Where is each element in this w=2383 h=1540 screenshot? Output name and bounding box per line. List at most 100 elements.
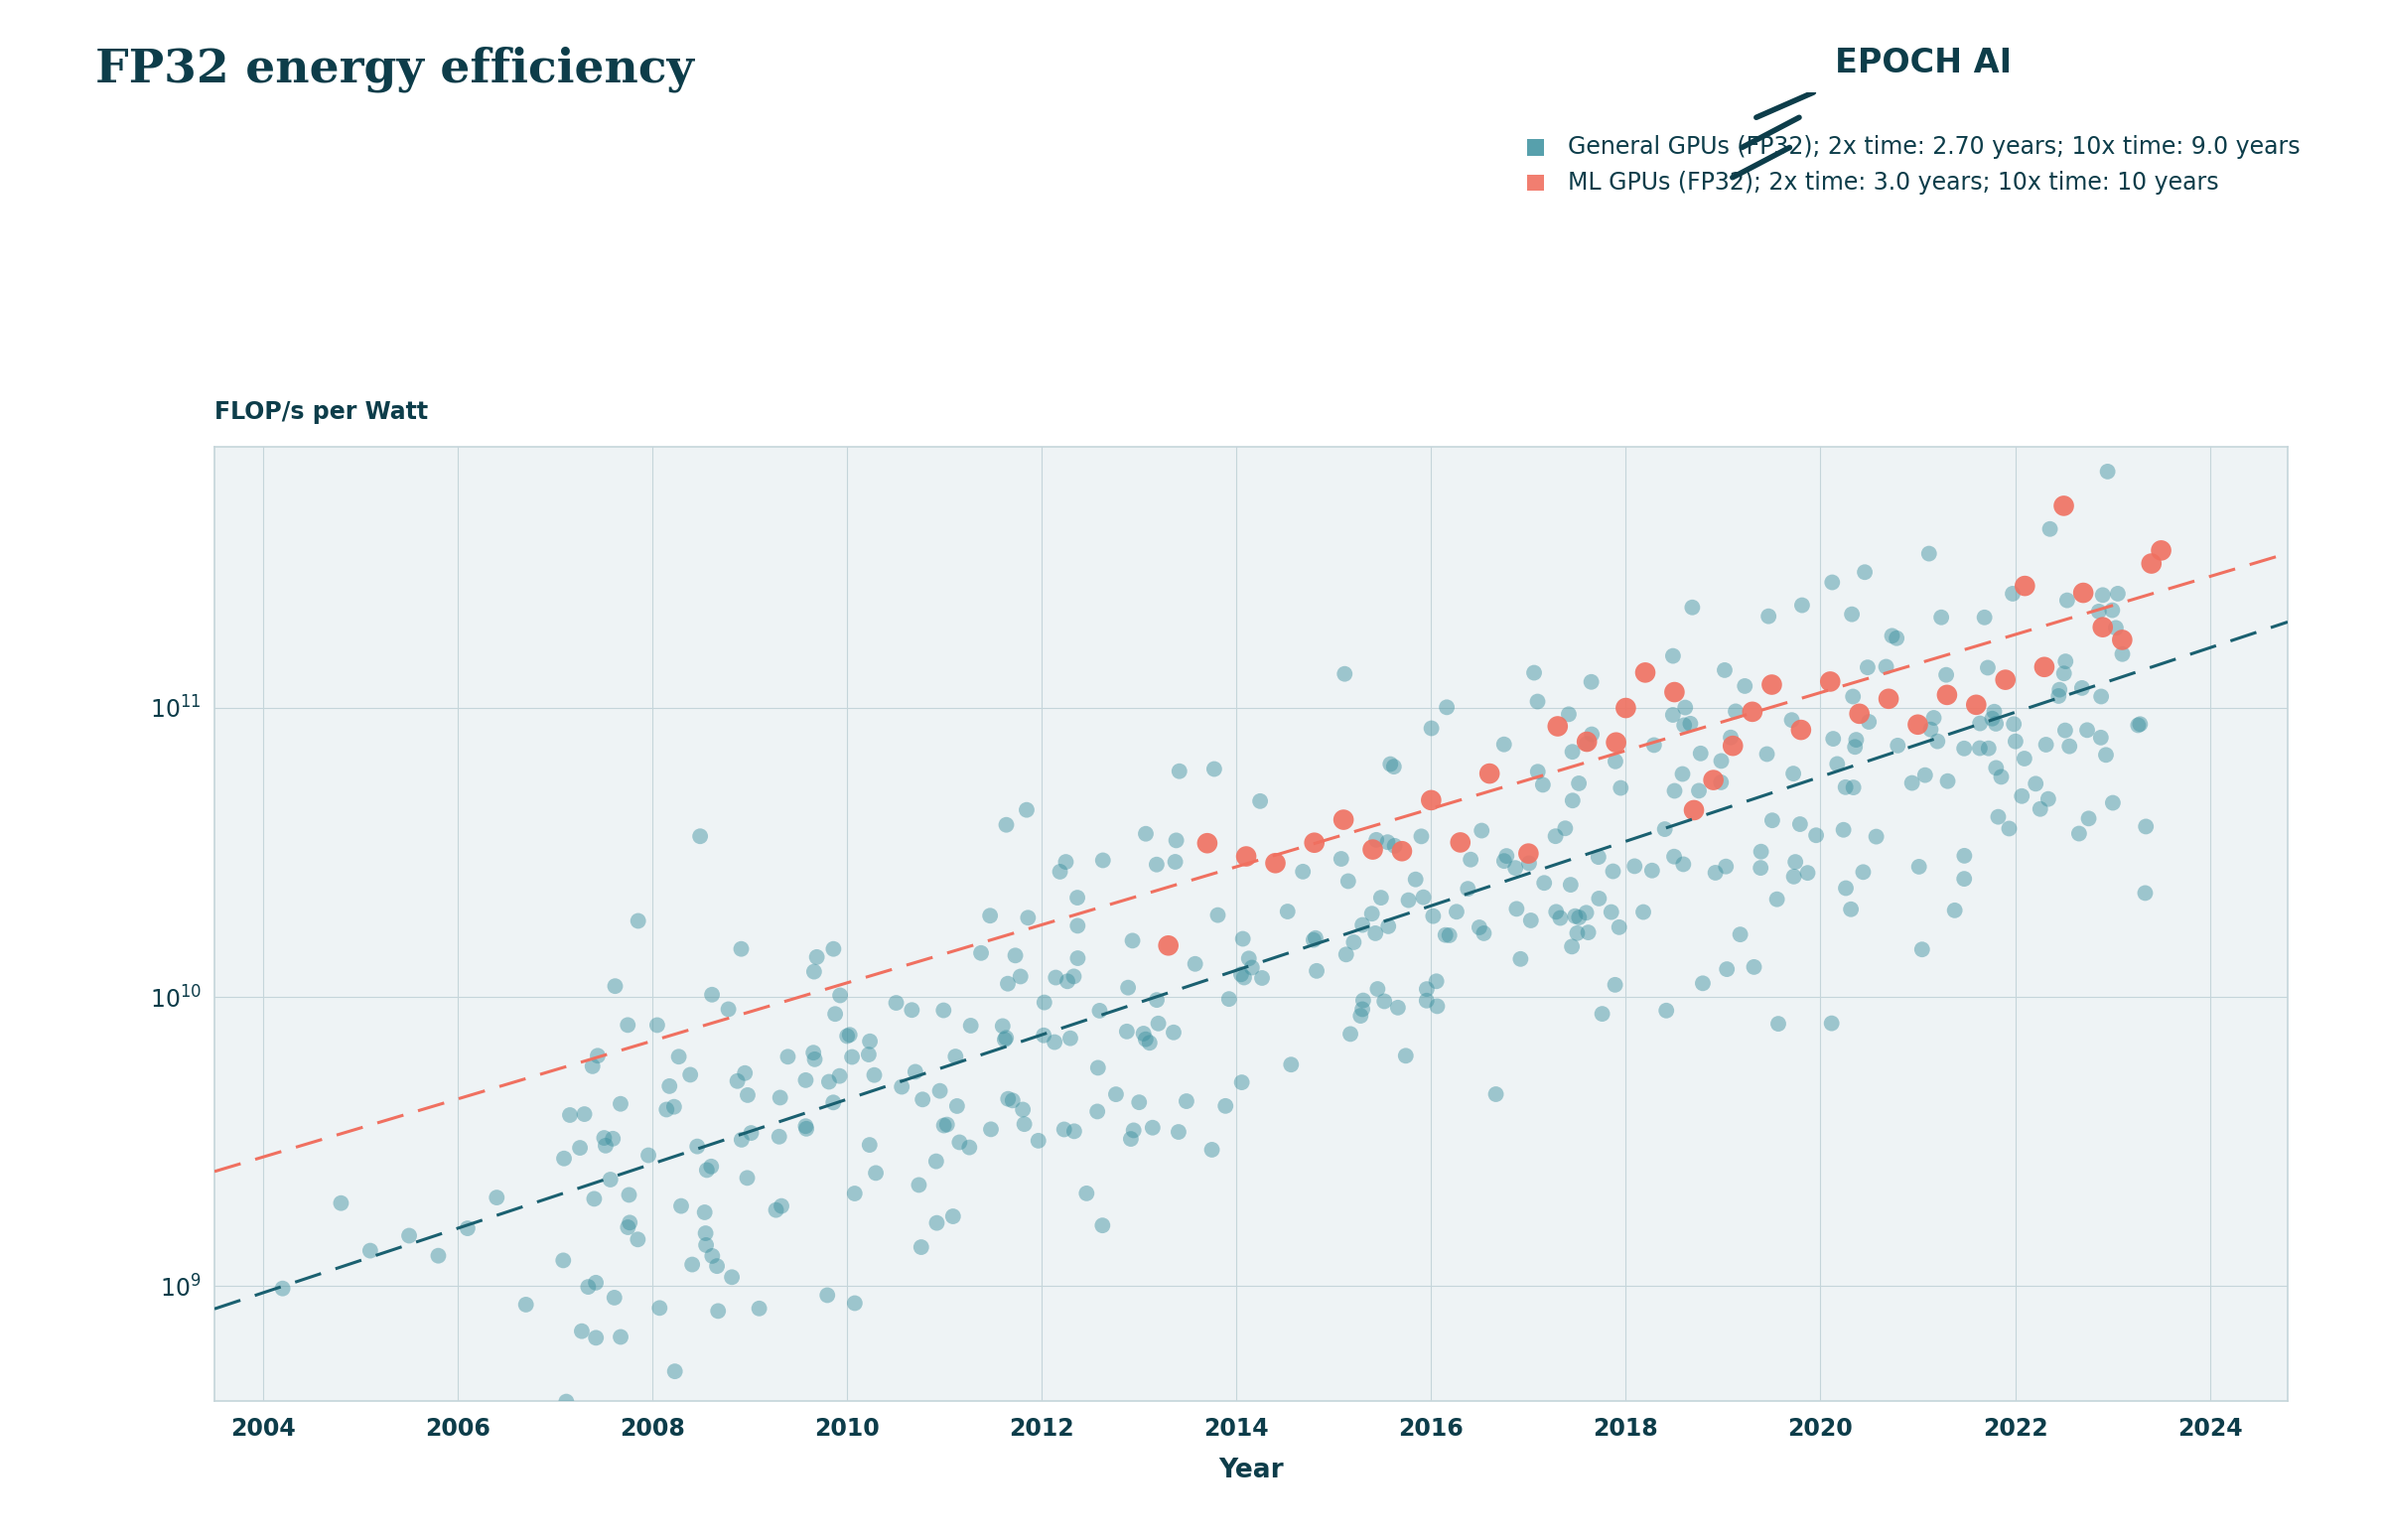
Point bbox=[1108, 1019, 1146, 1044]
Point bbox=[1079, 1055, 1118, 1080]
Point bbox=[2142, 537, 2180, 562]
Point bbox=[882, 1075, 920, 1100]
Point bbox=[794, 1041, 832, 1066]
Point bbox=[1694, 768, 1732, 793]
Point bbox=[1561, 772, 1599, 796]
Point bbox=[2088, 459, 2126, 484]
Point bbox=[1161, 759, 1199, 784]
Point bbox=[620, 909, 658, 933]
Point bbox=[1113, 929, 1151, 953]
Point bbox=[1568, 919, 1606, 944]
Point bbox=[1084, 849, 1122, 873]
Point bbox=[1968, 736, 2006, 761]
Point bbox=[1025, 990, 1063, 1015]
Point bbox=[1995, 582, 2033, 607]
Point bbox=[1904, 938, 1942, 962]
Point bbox=[1670, 711, 1709, 736]
Point bbox=[1056, 1120, 1094, 1144]
Point bbox=[548, 1389, 586, 1414]
Point bbox=[786, 1113, 825, 1138]
Point bbox=[1206, 1093, 1244, 1118]
Point bbox=[1354, 838, 1392, 862]
Point bbox=[1928, 662, 1966, 687]
Point bbox=[1134, 1115, 1172, 1140]
Point bbox=[586, 1126, 624, 1150]
Point bbox=[691, 1153, 729, 1178]
Point bbox=[1878, 625, 1916, 650]
Point bbox=[543, 1247, 581, 1272]
Point bbox=[996, 942, 1034, 967]
Point bbox=[836, 1291, 875, 1315]
Point bbox=[1654, 644, 1692, 668]
Point bbox=[1330, 869, 1368, 893]
Point bbox=[1232, 955, 1270, 979]
Point bbox=[1404, 885, 1442, 910]
Point bbox=[1666, 713, 1704, 738]
Point bbox=[1389, 889, 1427, 913]
Point bbox=[1137, 852, 1175, 876]
Point bbox=[577, 1326, 615, 1351]
Point bbox=[660, 1044, 698, 1069]
Point bbox=[1449, 876, 1487, 901]
Point bbox=[832, 1023, 870, 1047]
Point bbox=[1928, 768, 1966, 793]
Point bbox=[601, 1092, 639, 1116]
Point bbox=[1242, 788, 1280, 813]
Point bbox=[1825, 818, 1864, 842]
Point bbox=[560, 1135, 598, 1160]
Point bbox=[1058, 885, 1096, 910]
Point bbox=[1716, 699, 1754, 724]
Point bbox=[350, 1238, 388, 1263]
Point bbox=[1568, 731, 1606, 756]
Point bbox=[1323, 847, 1361, 872]
Point bbox=[1327, 942, 1365, 967]
Point bbox=[877, 990, 915, 1015]
Point bbox=[1782, 718, 1821, 742]
Point bbox=[1625, 899, 1663, 924]
Point bbox=[1747, 742, 1785, 767]
Point bbox=[786, 1067, 825, 1092]
Point bbox=[1096, 1083, 1134, 1107]
Point bbox=[1525, 870, 1563, 895]
Point bbox=[574, 1053, 612, 1078]
Point bbox=[2099, 581, 2138, 605]
Point bbox=[851, 1132, 889, 1157]
Point bbox=[1387, 1044, 1425, 1069]
Point bbox=[1194, 1138, 1232, 1163]
Point bbox=[1775, 864, 1813, 889]
Point bbox=[1461, 915, 1499, 939]
Point bbox=[1706, 855, 1744, 879]
Point bbox=[1597, 748, 1635, 773]
Point bbox=[1058, 946, 1096, 970]
Point bbox=[651, 1073, 689, 1098]
Point bbox=[1568, 901, 1606, 926]
Point bbox=[1580, 885, 1618, 910]
Point bbox=[1427, 922, 1466, 947]
Point bbox=[1497, 896, 1535, 921]
Point bbox=[1354, 901, 1392, 926]
Point bbox=[574, 1186, 612, 1210]
Point bbox=[1003, 1098, 1041, 1123]
Point bbox=[1840, 701, 1878, 725]
Point bbox=[1511, 852, 1549, 876]
Point bbox=[1161, 1120, 1199, 1144]
Point bbox=[1935, 898, 1973, 922]
Point bbox=[1408, 989, 1446, 1013]
Point bbox=[1735, 955, 1773, 979]
Point bbox=[1365, 989, 1404, 1013]
Point bbox=[1056, 964, 1094, 989]
Point bbox=[1413, 904, 1451, 929]
Point bbox=[1058, 913, 1096, 938]
Point bbox=[951, 1135, 989, 1160]
Point bbox=[1463, 818, 1501, 842]
Point bbox=[1961, 736, 1999, 761]
Point bbox=[1906, 762, 1945, 787]
Point bbox=[1025, 1023, 1063, 1047]
Point bbox=[1437, 899, 1475, 924]
Point bbox=[1342, 1004, 1380, 1029]
Point bbox=[2104, 642, 2142, 667]
Point bbox=[1418, 993, 1456, 1018]
Point bbox=[1537, 899, 1575, 924]
Point bbox=[1511, 909, 1549, 933]
Point bbox=[770, 1044, 808, 1069]
